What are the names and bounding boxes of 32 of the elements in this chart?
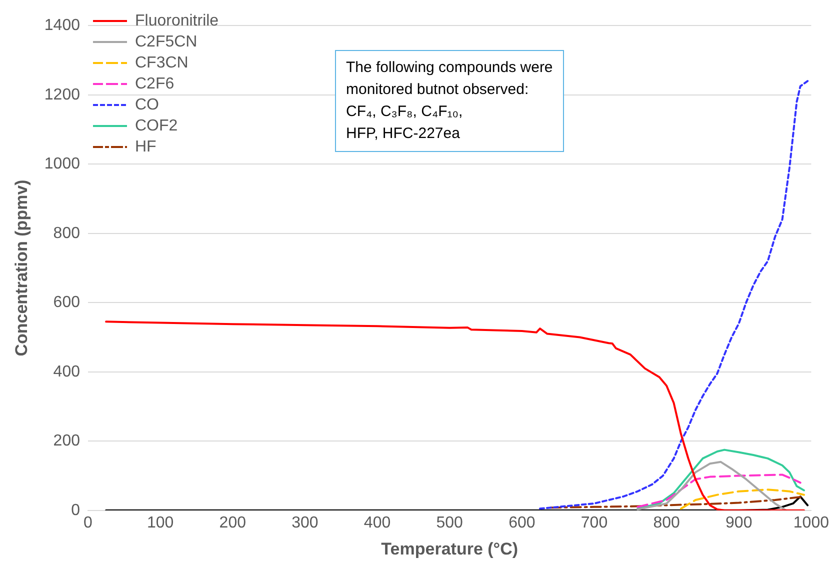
legend-label: C2F6	[134, 75, 174, 92]
x-tick-label: 900	[726, 514, 752, 532]
y-tick-label: 1200	[44, 86, 80, 104]
y-tick-label: 1400	[44, 17, 80, 34]
x-tick-label: 700	[580, 514, 608, 532]
line-series	[539, 80, 809, 510]
legend-label: CO	[134, 96, 159, 114]
y-tick-label: 600	[53, 294, 80, 312]
legend-label: HF	[134, 138, 157, 156]
line-series	[680, 488, 805, 510]
x-axis-title: Temperature (°C)	[381, 539, 518, 558]
legend-label: COF2	[134, 117, 178, 134]
y-tick-label: 1000	[44, 156, 80, 173]
legend-label: C2F5CN	[134, 33, 198, 50]
y-tick-label: 800	[53, 224, 80, 242]
legend-label: CF3CN	[134, 54, 188, 72]
x-tick-label: 400	[364, 514, 391, 532]
annotation: The following compounds were monitored butnot observed: CF₄, C₃F₈, C₄F₁₀, HFP, HFC-227ea	[335, 50, 564, 152]
x-tick-label: 500	[436, 514, 464, 532]
legend-label: Fluoronitrile	[134, 12, 219, 30]
y-tick-label: 0	[71, 502, 80, 519]
x-tick-label: 100	[146, 514, 174, 532]
x-tick-label: 0	[84, 514, 93, 532]
x-tick-label: 800	[653, 514, 680, 532]
x-tick-label: 600	[508, 514, 536, 532]
x-tick-label: 300	[292, 514, 318, 532]
x-tick-label: 200	[219, 514, 246, 532]
x-tick-label: 1000	[793, 514, 830, 532]
y-axis-title: Concentration (ppmv)	[12, 180, 31, 356]
line-series	[636, 474, 802, 508]
y-tick-label: 200	[53, 432, 80, 450]
y-tick-label: 400	[53, 363, 80, 380]
